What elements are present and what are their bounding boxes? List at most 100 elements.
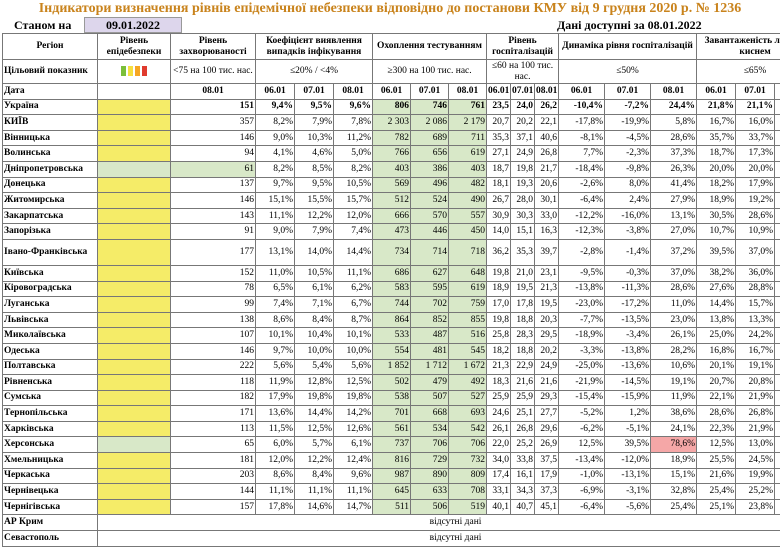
date-cell: 07.01 — [736, 84, 775, 100]
hosp-dynamics-value: -12,0% — [605, 453, 651, 469]
hospitalization-value: 18,2 — [487, 343, 511, 359]
testing-value: 734 — [373, 239, 411, 265]
level-cell — [98, 312, 171, 328]
incidence-value: 138 — [171, 312, 256, 328]
hospitalization-value: 27,7 — [535, 406, 559, 422]
detection-value: 7,9% — [295, 224, 334, 240]
detection-value: 4,1% — [256, 146, 295, 162]
header-level: Рівень епідебезпеки — [98, 34, 171, 60]
hosp-dynamics-value: -14,5% — [605, 375, 651, 391]
hospitalization-value: 18,1 — [487, 177, 511, 193]
detection-value: 11,1% — [256, 484, 295, 500]
detection-value: 14,7% — [334, 499, 373, 515]
hospitalization-value: 15,1 — [511, 224, 535, 240]
hosp-dynamics-value: -3,1% — [605, 484, 651, 500]
testing-value: 708 — [449, 484, 487, 500]
detection-value: 5,0% — [334, 146, 373, 162]
detection-value: 14,6% — [295, 499, 334, 515]
detection-value: 15,1% — [256, 193, 295, 209]
level-cell — [98, 421, 171, 437]
region-name: Закарпатська — [3, 208, 98, 224]
oxygen-beds-value: 16,8% — [697, 343, 736, 359]
oxygen-beds-value: 20,0% — [697, 161, 736, 177]
testing-value: 595 — [411, 281, 449, 297]
target-label: Цільовий показник — [3, 60, 98, 84]
level-cell — [98, 146, 171, 162]
oxygen-beds-value: 20,0% — [736, 161, 775, 177]
hosp-dynamics-value: -13,1% — [605, 468, 651, 484]
incidence-value: 146 — [171, 343, 256, 359]
hospitalization-value: 14,0 — [487, 224, 511, 240]
oxygen-beds-value: 10,4% — [775, 224, 780, 240]
oxygen-beds-value: 24,5% — [736, 453, 775, 469]
oxygen-beds-value: 20,1% — [697, 359, 736, 375]
hospitalization-value: 18,8 — [511, 312, 535, 328]
hospitalization-value: 19,5 — [511, 281, 535, 297]
hospitalization-value: 23,1 — [535, 265, 559, 281]
hospitalization-value: 26,7 — [487, 193, 511, 209]
target-detection: ≤20% / <4% — [256, 60, 373, 84]
hospitalization-value: 28,3 — [511, 328, 535, 344]
hospitalization-value: 21,6 — [535, 375, 559, 391]
hosp-dynamics-value: -8,1% — [559, 130, 605, 146]
detection-value: 19,8% — [295, 390, 334, 406]
oxygen-beds-value: 37,0% — [736, 239, 775, 265]
header-hosp-dynamics: Динаміка рівня госпіталізацій — [559, 34, 697, 60]
level-cell — [98, 177, 171, 193]
header-oxygen-beds: Завантаженість ліжок з киснем — [697, 34, 780, 60]
hospitalization-value: 21,3 — [487, 359, 511, 375]
hosp-dynamics-value: 39,5% — [605, 437, 651, 453]
region-name: Кіровоградська — [3, 281, 98, 297]
detection-value: 9,5% — [295, 99, 334, 115]
hospitalization-value: 35,3 — [511, 239, 535, 265]
hosp-dynamics-value: 13,1% — [651, 208, 697, 224]
testing-value: 496 — [411, 177, 449, 193]
detection-value: 11,0% — [256, 265, 295, 281]
testing-value: 701 — [373, 406, 411, 422]
testing-value: 729 — [411, 453, 449, 469]
region-name: Херсонська — [3, 437, 98, 453]
hospitalization-value: 20,3 — [535, 312, 559, 328]
region-name: Дніпропетровська — [3, 161, 98, 177]
oxygen-beds-value: 19,1% — [775, 193, 780, 209]
detection-value: 12,0% — [334, 208, 373, 224]
oxygen-beds-value: 13,8% — [775, 312, 780, 328]
oxygen-beds-value: 21,5% — [775, 99, 780, 115]
testing-value: 492 — [449, 375, 487, 391]
hosp-dynamics-value: -18,9% — [559, 328, 605, 344]
epidemic-indicators-table: Регіон Рівень епідебезпеки Рівень захвор… — [2, 33, 780, 547]
testing-value: 806 — [373, 99, 411, 115]
detection-value: 6,5% — [256, 281, 295, 297]
level-cell — [98, 193, 171, 209]
testing-value: 533 — [373, 328, 411, 344]
detection-value: 12,4% — [334, 453, 373, 469]
oxygen-beds-value: 21,6% — [697, 468, 736, 484]
detection-value: 12,6% — [334, 421, 373, 437]
testing-value: 506 — [411, 499, 449, 515]
detection-value: 11,1% — [334, 265, 373, 281]
hospitalization-value: 19,8 — [487, 265, 511, 281]
hosp-dynamics-value: -15,9% — [605, 390, 651, 406]
oxygen-beds-value: 28,6% — [736, 208, 775, 224]
hospitalization-value: 24,0 — [511, 99, 535, 115]
hospitalization-value: 37,5 — [535, 453, 559, 469]
region-name: Волинська — [3, 146, 98, 162]
testing-value: 702 — [411, 297, 449, 313]
detection-value: 6,2% — [334, 281, 373, 297]
oxygen-beds-value: 28,7% — [775, 281, 780, 297]
hosp-dynamics-value: -9,5% — [559, 265, 605, 281]
testing-value: 2 179 — [449, 115, 487, 131]
testing-value: 619 — [449, 146, 487, 162]
hospitalization-value: 18,8 — [511, 343, 535, 359]
detection-value: 7,1% — [295, 297, 334, 313]
level-swatch-1 — [121, 66, 126, 76]
hosp-dynamics-value: 5,8% — [651, 115, 697, 131]
hosp-dynamics-value: -2,3% — [605, 146, 651, 162]
testing-value: 554 — [373, 343, 411, 359]
oxygen-beds-value: 20,3% — [775, 375, 780, 391]
testing-value: 656 — [411, 146, 449, 162]
